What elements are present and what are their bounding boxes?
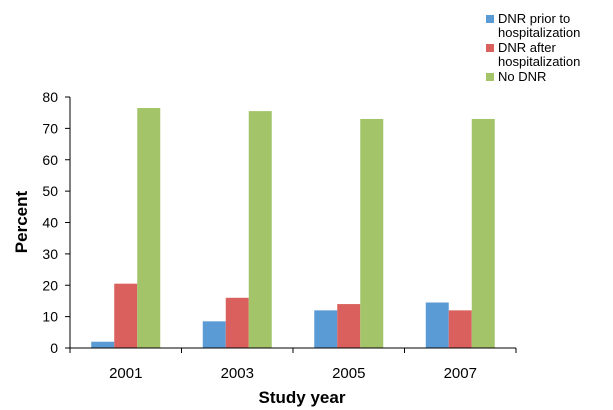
y-tick-label: 50 xyxy=(42,183,58,199)
legend-item: DNR after hospitalization xyxy=(486,41,611,69)
x-tick-label: 2005 xyxy=(332,365,365,382)
bar xyxy=(314,310,338,348)
x-axis-ticks: 2001 2003 2005 2007 xyxy=(69,348,517,382)
legend-item: DNR prior to hospitalization xyxy=(486,12,611,40)
bar xyxy=(91,341,115,348)
x-axis-label: Study year xyxy=(259,388,346,407)
legend-label: DNR after hospitalization xyxy=(498,40,581,69)
y-axis-ticks: 0 10 20 30 40 50 60 70 80 xyxy=(42,89,70,356)
legend-swatch xyxy=(486,15,494,23)
bar xyxy=(360,118,384,349)
legend-item: No DNR xyxy=(486,70,611,84)
bar xyxy=(471,118,495,349)
bars xyxy=(91,107,495,349)
bar xyxy=(425,302,449,348)
y-tick-label: 0 xyxy=(50,340,58,356)
y-axis-label: Percent xyxy=(12,190,31,253)
bar xyxy=(202,321,226,348)
legend-swatch xyxy=(486,44,494,52)
y-tick-label: 20 xyxy=(42,277,58,293)
legend-label: DNR prior to hospitalization xyxy=(498,11,581,40)
y-tick-label: 60 xyxy=(42,152,58,168)
y-tick-label: 30 xyxy=(42,246,58,262)
y-tick-label: 40 xyxy=(42,215,58,231)
x-tick-label: 2003 xyxy=(221,365,254,382)
bar xyxy=(337,304,361,348)
bar xyxy=(225,297,249,348)
x-tick-label: 2001 xyxy=(109,365,142,382)
bar xyxy=(248,111,272,349)
legend-label: No DNR xyxy=(498,69,547,84)
legend-swatch xyxy=(486,73,494,81)
y-tick-label: 10 xyxy=(42,309,58,325)
bar xyxy=(137,107,161,348)
legend: DNR prior to hospitalization DNR after ho… xyxy=(486,12,611,85)
bar xyxy=(114,283,138,348)
y-tick-label: 70 xyxy=(42,120,58,136)
bar xyxy=(448,310,472,348)
y-tick-label: 80 xyxy=(42,89,58,105)
x-tick-label: 2007 xyxy=(444,365,477,382)
